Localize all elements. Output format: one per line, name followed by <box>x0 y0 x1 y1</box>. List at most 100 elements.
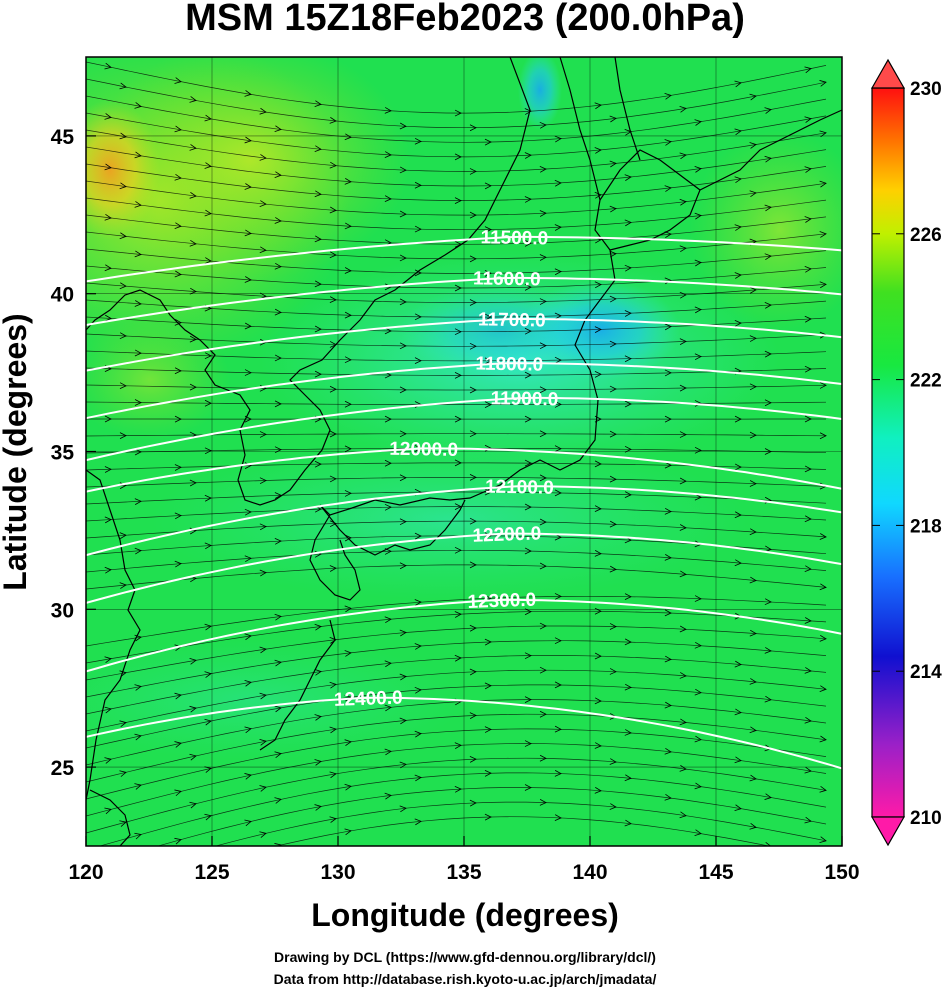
streamline <box>86 477 827 488</box>
wind-arrow <box>329 251 337 259</box>
wind-arrow <box>204 209 212 217</box>
wind-arrow <box>274 262 282 270</box>
contour-label: 11600.0 <box>473 268 541 290</box>
wind-arrow <box>679 431 687 438</box>
wind-arrow <box>764 448 772 455</box>
wind-arrow <box>484 444 492 452</box>
wind-arrow <box>399 298 407 306</box>
colorbar-low-triangle <box>870 816 906 847</box>
drawing-credit: Drawing by DCL (https://www.gfd-dennou.o… <box>274 949 656 965</box>
x-axis-label: Longitude (degrees) <box>311 897 619 933</box>
wind-arrow <box>134 349 142 357</box>
wind-arrow <box>119 720 127 727</box>
wind-arrow <box>274 797 282 804</box>
wind-arrow <box>329 726 337 734</box>
wind-arrow <box>694 735 702 743</box>
wind-arrow <box>244 508 252 516</box>
wind-arrow <box>174 512 182 520</box>
contour-line <box>86 362 842 420</box>
wind-arrow <box>329 296 337 304</box>
wind-arrow <box>244 555 252 563</box>
wind-arrow <box>554 814 562 821</box>
wind-arrow <box>469 211 477 219</box>
wind-arrow <box>119 332 127 340</box>
wind-arrow <box>274 705 282 713</box>
wind-arrow <box>119 582 127 589</box>
wind-arrow <box>174 692 182 700</box>
wind-arrow <box>204 162 212 169</box>
wind-arrow <box>679 524 687 531</box>
contour-label: 12300.0 <box>467 590 536 613</box>
wind-arrow <box>539 622 547 630</box>
wind-arrow <box>189 479 197 487</box>
wind-arrow <box>764 841 772 846</box>
streamline <box>86 384 827 391</box>
wind-arrow <box>454 328 462 336</box>
wind-arrow <box>539 430 547 438</box>
wind-arrow <box>244 726 252 734</box>
wind-arrow <box>594 191 602 199</box>
wind-arrow <box>204 542 212 550</box>
wind-arrow <box>329 816 337 823</box>
streamline <box>86 713 827 783</box>
wind-arrow <box>539 165 547 173</box>
wind-arrow <box>694 166 702 173</box>
wind-arrow <box>259 831 267 838</box>
wind-arrow <box>244 369 252 376</box>
wind-arrow <box>314 280 322 288</box>
wind-arrow <box>399 122 407 130</box>
wind-arrow <box>314 370 322 378</box>
wind-arrow <box>399 386 407 394</box>
streamline <box>275 816 771 846</box>
wind-arrow <box>524 608 532 616</box>
wind-arrow <box>119 869 126 876</box>
wind-arrow <box>469 755 477 763</box>
wind-arrow <box>804 66 812 74</box>
contour-line <box>86 598 842 673</box>
wind-arrow <box>469 799 477 807</box>
wind-arrow <box>344 783 352 791</box>
wind-arrow <box>134 498 142 505</box>
wind-arrow <box>134 250 142 258</box>
wind-arrow <box>189 192 197 199</box>
wind-arrow <box>314 100 322 108</box>
wind-arrow <box>189 287 197 295</box>
contour-label: 12200.0 <box>472 523 541 546</box>
wind-arrow <box>694 119 702 126</box>
wind-arrow <box>274 751 282 758</box>
wind-arrow <box>749 726 757 734</box>
wind-arrow <box>804 315 812 323</box>
wind-arrow <box>749 480 757 487</box>
wind-arrow <box>664 323 672 331</box>
wind-arrow <box>804 265 812 273</box>
wind-arrow <box>454 742 462 749</box>
wind-arrow <box>119 82 127 90</box>
wind-arrow <box>329 385 337 393</box>
wind-arrow <box>344 400 352 408</box>
wind-arrow <box>204 766 212 773</box>
wind-arrow <box>314 759 322 766</box>
contour-line <box>86 318 842 372</box>
wind-arrow <box>734 660 742 668</box>
wind-arrow <box>174 270 182 278</box>
wind-arrow <box>804 667 812 674</box>
wind-arrow <box>174 741 182 748</box>
wind-arrow <box>694 688 702 696</box>
wind-arrow <box>594 607 602 615</box>
wind-arrow <box>524 152 532 159</box>
wind-arrow <box>539 474 547 482</box>
wind-arrow <box>804 216 812 223</box>
y-tick-label: 30 <box>51 599 74 622</box>
wind-arrow <box>539 298 547 305</box>
wind-arrow <box>554 312 562 320</box>
wind-arrow <box>244 276 252 283</box>
contour-label: 12400.0 <box>334 687 403 710</box>
wind-arrow <box>484 226 492 233</box>
coastlines <box>86 57 842 846</box>
wind-arrow <box>414 643 422 650</box>
wind-arrow <box>329 637 337 644</box>
wind-arrow <box>694 306 702 314</box>
x-tick-label: 140 <box>572 861 607 884</box>
wind-arrow <box>819 382 827 389</box>
wind-arrow <box>454 546 462 554</box>
